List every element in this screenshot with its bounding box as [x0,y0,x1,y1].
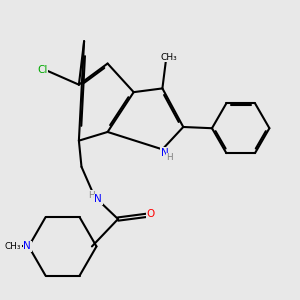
Text: N: N [94,194,102,204]
Text: H: H [166,153,172,162]
Text: N: N [161,148,169,158]
Text: CH₃: CH₃ [161,53,178,62]
Text: N: N [23,242,31,251]
Text: CH₃: CH₃ [5,242,21,251]
Text: O: O [146,209,154,219]
Text: Cl: Cl [38,65,48,75]
Text: H: H [88,191,95,200]
